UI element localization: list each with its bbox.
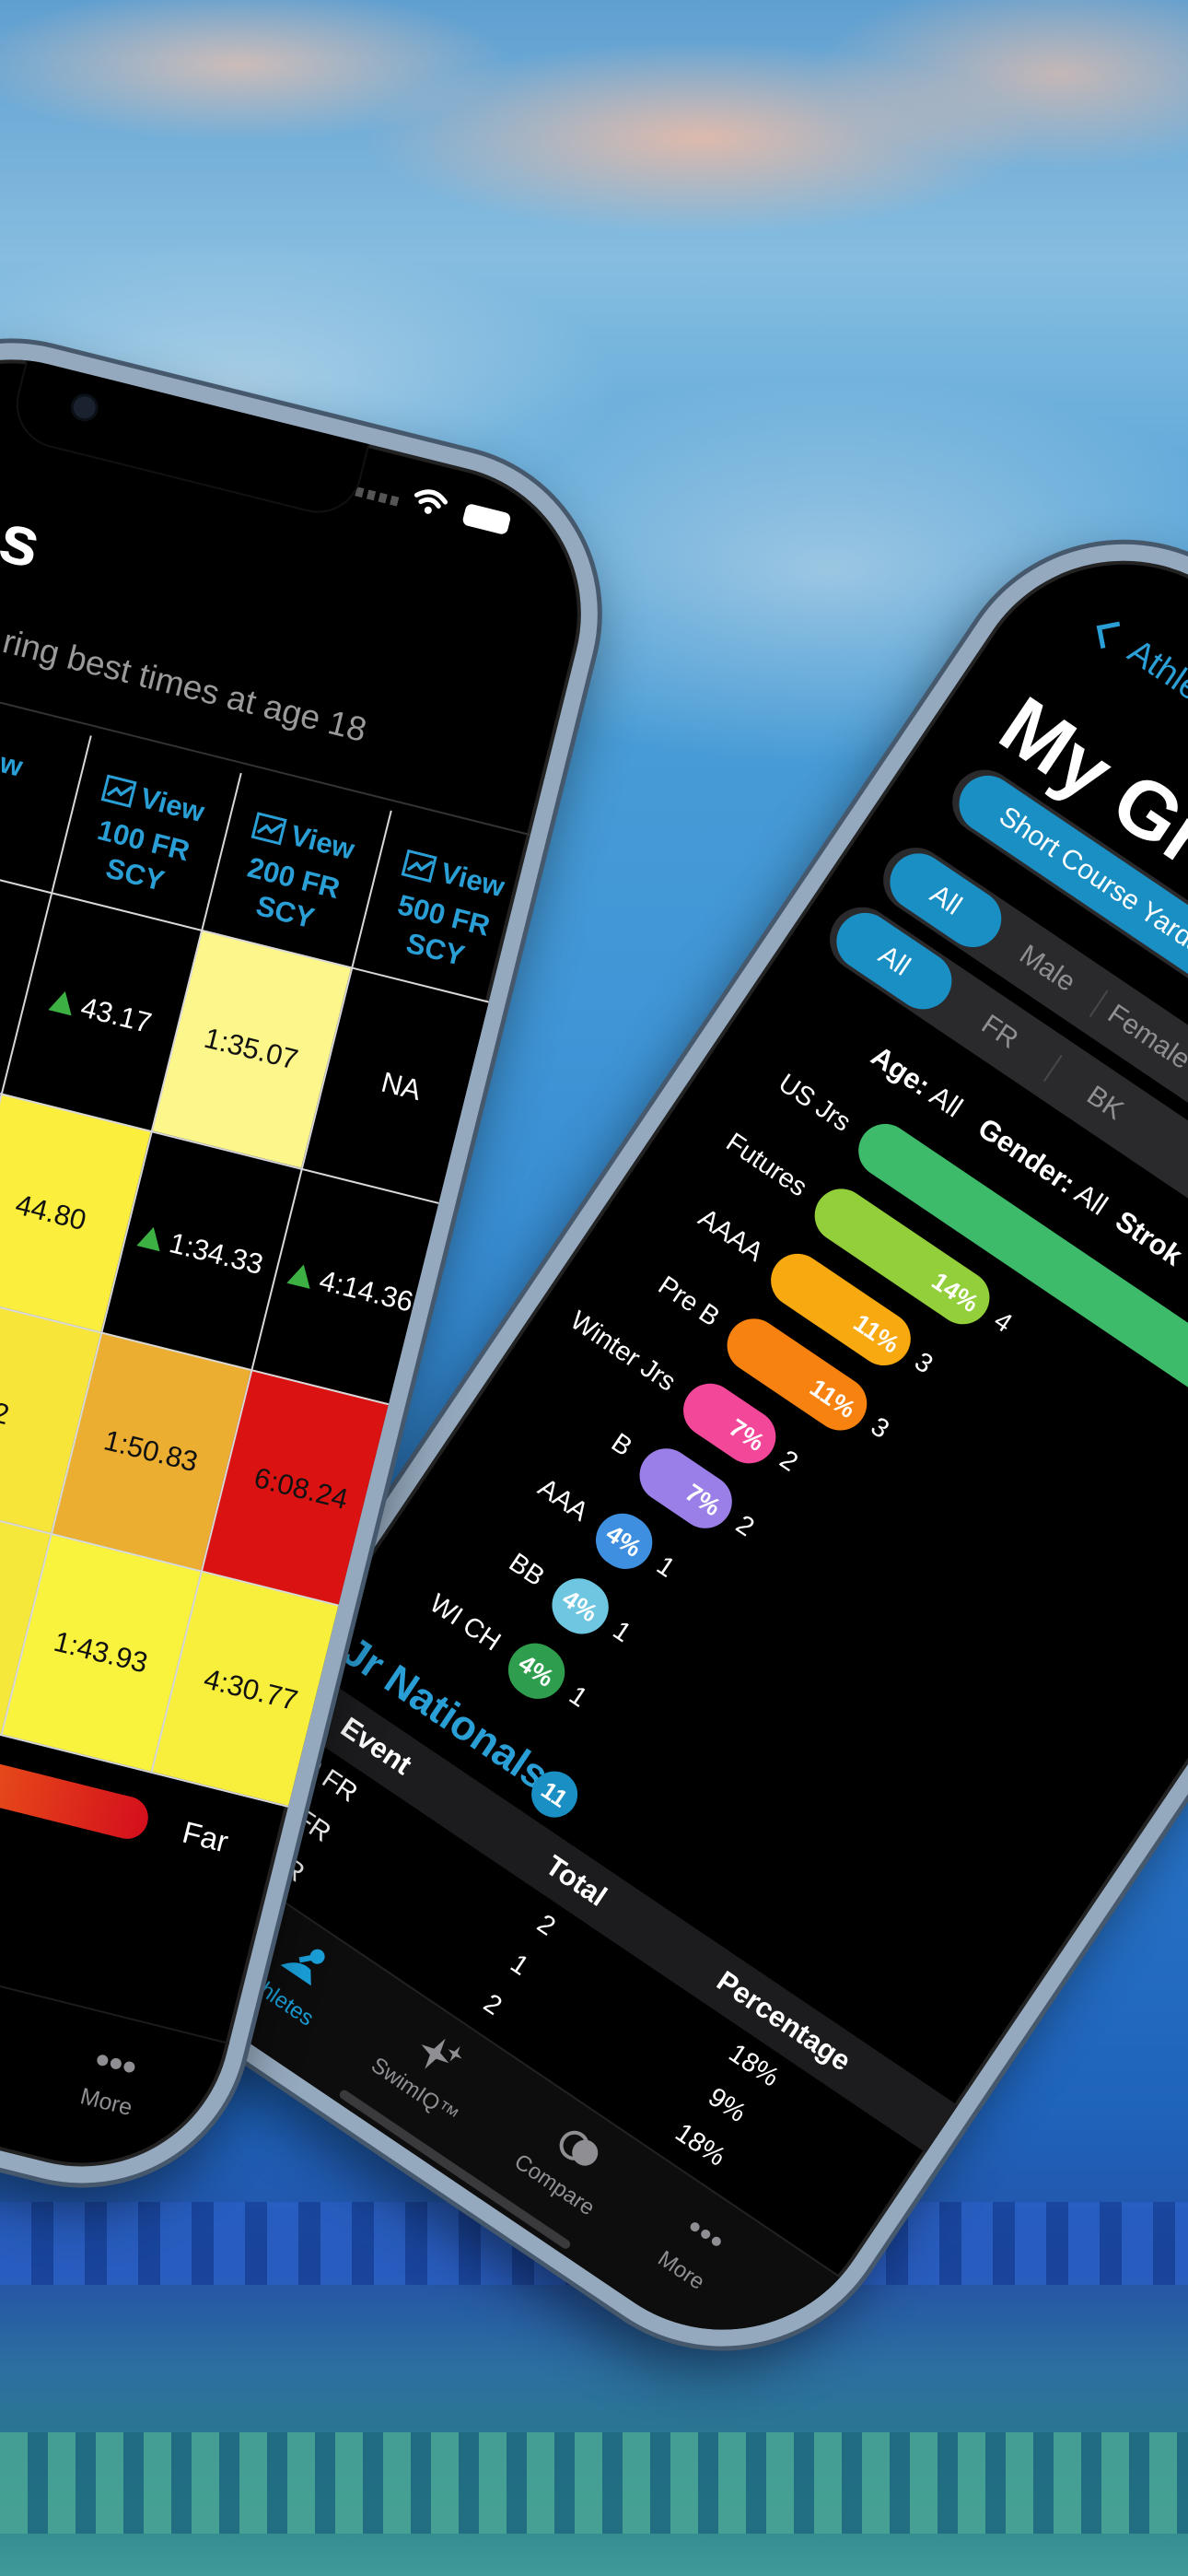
tab[interactable]: Compare bbox=[473, 2090, 652, 2256]
segment-label: All bbox=[873, 939, 916, 982]
time-text: 44.80 bbox=[12, 1188, 90, 1236]
count-label: 1 bbox=[651, 1551, 681, 1584]
view-link[interactable]: View bbox=[375, 841, 533, 911]
chart-icon bbox=[100, 774, 137, 808]
bar-value-label: 11% bbox=[804, 1373, 861, 1424]
time-text: 2 bbox=[0, 1395, 13, 1431]
bar-value-label: 14% bbox=[926, 1267, 984, 1318]
wifi-icon bbox=[413, 489, 448, 514]
subtitle: ring best times at age 18 bbox=[0, 622, 371, 749]
bar-value-label: 4% bbox=[600, 1519, 646, 1563]
view-link-text: View bbox=[437, 856, 508, 904]
view-link[interactable]: ew bbox=[0, 729, 83, 799]
filter-summary: Age:All bbox=[865, 1039, 969, 1124]
tab-label: More bbox=[77, 2083, 135, 2122]
bar-value-label: 7% bbox=[680, 1478, 726, 1522]
time-text: 4:30.77 bbox=[201, 1661, 302, 1716]
left-phone: s ring best times at age 18 ew View 100 FR S… bbox=[0, 308, 633, 2219]
count-label: 1 bbox=[607, 1615, 636, 1649]
filter-label: Strok bbox=[1110, 1204, 1188, 1272]
view-link-text: View bbox=[286, 818, 358, 866]
trend-up-icon bbox=[136, 1224, 166, 1251]
screen-title: s bbox=[0, 498, 49, 584]
chart-icon bbox=[401, 849, 437, 883]
segment-label: Female bbox=[1101, 998, 1188, 1076]
back-button[interactable]: Athlete bbox=[1089, 612, 1188, 725]
filter-value: All bbox=[924, 1079, 969, 1124]
chart-icon bbox=[250, 812, 287, 846]
view-link[interactable]: View bbox=[75, 766, 233, 836]
count-label: 3 bbox=[865, 1411, 894, 1445]
bar: 4% bbox=[542, 1567, 620, 1645]
filter-value: All bbox=[1069, 1177, 1114, 1222]
tab-icon bbox=[280, 1949, 325, 1986]
count-label: 2 bbox=[774, 1445, 804, 1478]
tab-icon bbox=[559, 2130, 599, 2166]
more-icon bbox=[97, 2055, 135, 2073]
filter-label: Age: bbox=[865, 1039, 937, 1102]
time-text: 1:43.93 bbox=[51, 1624, 152, 1680]
bar-value-label: 4% bbox=[557, 1584, 603, 1628]
time-text: NA bbox=[378, 1065, 425, 1107]
battery-icon bbox=[461, 502, 512, 536]
bar: 4% bbox=[585, 1503, 663, 1580]
count-label: 3 bbox=[909, 1346, 938, 1380]
bar-value-label: 11% bbox=[848, 1308, 904, 1359]
time-text: 43.17 bbox=[77, 989, 156, 1039]
tab-icon bbox=[690, 2222, 721, 2246]
signal-dots bbox=[355, 486, 402, 508]
time-text: 4:14.36 bbox=[316, 1263, 417, 1318]
trend-up-icon bbox=[286, 1260, 316, 1289]
time-text: 6:08.24 bbox=[250, 1460, 352, 1516]
count-label: 1 bbox=[564, 1680, 593, 1714]
back-label: Athlete bbox=[1121, 632, 1188, 725]
filter-label: Gender: bbox=[972, 1111, 1081, 1200]
lane-rope bbox=[0, 2432, 1188, 2534]
bar-value-label: 7% bbox=[724, 1413, 770, 1457]
column-header[interactable]: View 100 FR SCY bbox=[52, 754, 236, 925]
trend-up-icon bbox=[48, 988, 77, 1015]
right-phone: Athlete My Gro Short Course Yards All Male Fe… bbox=[82, 476, 1188, 2415]
view-link-text: ew bbox=[0, 742, 27, 783]
tab[interactable]: SwimIQ™ bbox=[333, 1995, 512, 2161]
count-label: 4 bbox=[988, 1306, 1018, 1339]
time-text: 1:35.07 bbox=[201, 1021, 302, 1076]
time-text: 1:50.83 bbox=[100, 1423, 202, 1478]
tab-icon bbox=[421, 2038, 462, 2069]
bar: 4% bbox=[497, 1633, 576, 1710]
segment-label: BK bbox=[1081, 1080, 1129, 1126]
segment-label: All bbox=[925, 878, 968, 921]
back-chevron bbox=[1096, 621, 1124, 649]
filter-summary: Strok bbox=[1110, 1204, 1188, 1272]
count-label: 2 bbox=[730, 1509, 760, 1543]
tab[interactable]: Athletes bbox=[197, 1903, 376, 2069]
legend-end-label: Far bbox=[179, 1814, 232, 1859]
tab[interactable]: More bbox=[600, 2174, 779, 2341]
bar-value-label: 4% bbox=[513, 1649, 559, 1692]
segment-label: FR bbox=[975, 1009, 1024, 1055]
column-header[interactable]: View 200 FR SCY bbox=[203, 790, 386, 962]
time-text: 1:34.33 bbox=[166, 1225, 267, 1281]
tab-bar bbox=[0, 1865, 262, 2053]
view-link-text: View bbox=[136, 781, 208, 829]
tab[interactable]: More bbox=[40, 2044, 171, 2170]
column-header[interactable]: View 500 FR SCY bbox=[353, 828, 536, 1000]
view-link[interactable]: View bbox=[225, 803, 383, 873]
